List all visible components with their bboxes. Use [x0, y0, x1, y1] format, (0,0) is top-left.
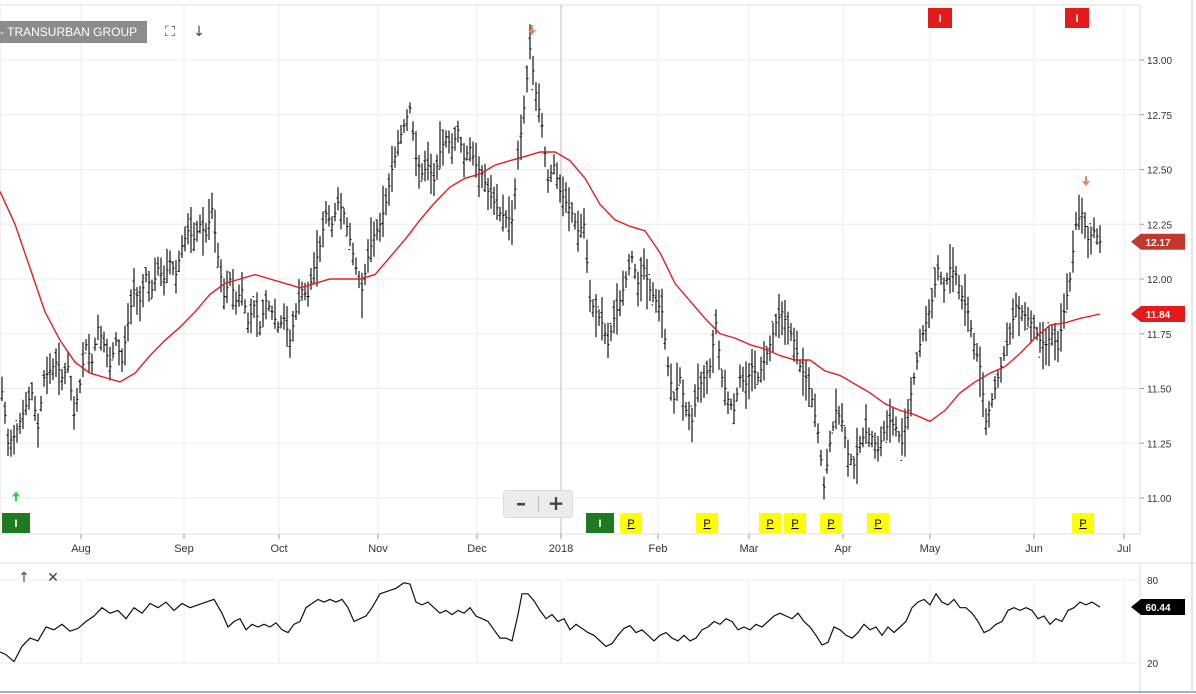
- p-signal-box: [820, 513, 842, 533]
- y-tick-label: 11.25: [1147, 439, 1172, 450]
- buy-signal-box: [2, 513, 30, 533]
- p-signal-box: [867, 513, 889, 533]
- down-arrow-icon: [528, 24, 536, 35]
- zoom-out-button[interactable]: –: [516, 491, 526, 515]
- sell-signal-label: I: [1075, 13, 1078, 25]
- p-signal-label: P: [1079, 518, 1086, 530]
- x-tick-label: 2018: [549, 543, 573, 555]
- y-tick-label: 11.75: [1147, 330, 1172, 341]
- indicator-y-tick-label: 80: [1147, 576, 1159, 587]
- up-arrow-icon: [12, 491, 20, 502]
- p-signal-label: P: [827, 518, 834, 530]
- p-signal-box: [784, 513, 806, 533]
- y-tick-label: 12.00: [1147, 275, 1172, 286]
- p-signal-label: P: [874, 518, 881, 530]
- down-arrow-icon: [1082, 176, 1090, 187]
- y-tick-label: 13.00: [1147, 56, 1172, 67]
- x-tick-label: Jul: [1117, 543, 1131, 555]
- expand-icon[interactable]: ⛶: [165, 24, 175, 40]
- current-price-tag: 12.17: [1145, 238, 1170, 249]
- sell-signal-label: I: [938, 13, 941, 25]
- x-tick-label: Mar: [740, 543, 759, 555]
- chart-title: - TRANSURBAN GROUP: [0, 21, 148, 43]
- move-up-icon[interactable]: ↑: [18, 570, 30, 586]
- arrow-down-icon[interactable]: ↓: [193, 24, 205, 40]
- close-icon[interactable]: ✕: [47, 570, 59, 586]
- buy-signal-label: I: [598, 518, 601, 530]
- oscillator-line: [0, 582, 1101, 663]
- x-tick-label: Feb: [649, 543, 668, 555]
- moving-average-tag-shape: [1131, 306, 1185, 323]
- current-price-tag-shape: [1131, 233, 1185, 250]
- x-tick-label: May: [920, 543, 941, 555]
- y-tick-label: 12.25: [1147, 220, 1172, 231]
- y-tick-label: 12.50: [1147, 166, 1172, 177]
- x-tick-label: Oct: [270, 543, 287, 555]
- buy-signal-label: I: [14, 518, 17, 530]
- sell-signal-box: [928, 8, 952, 28]
- buy-signal-box: [586, 513, 614, 533]
- y-tick-label: 11.50: [1147, 385, 1172, 396]
- x-tick-label: Nov: [368, 543, 388, 555]
- p-signal-label: P: [766, 518, 773, 530]
- x-tick-label: Jun: [1025, 543, 1043, 555]
- x-tick-label: Aug: [71, 543, 91, 555]
- p-signal-label: P: [703, 518, 710, 530]
- p-signal-box: [620, 513, 642, 533]
- zoom-control: – +: [503, 490, 573, 518]
- moving-average-line: [0, 151, 1101, 423]
- p-signal-label: P: [627, 518, 634, 530]
- y-tick-label: 11.00: [1147, 494, 1172, 505]
- y-tick-label: 12.75: [1147, 111, 1172, 122]
- moving-average-tag: 11.84: [1146, 310, 1171, 321]
- sell-signal-box: [1065, 8, 1089, 28]
- oscillator-value-tag-shape: [1131, 599, 1185, 616]
- zoom-in-button[interactable]: +: [547, 491, 565, 515]
- x-tick-label: Apr: [834, 543, 851, 555]
- p-signal-box: [1072, 513, 1094, 533]
- zoom-separator: [538, 496, 539, 512]
- x-tick-label: Dec: [467, 543, 487, 555]
- p-signal-box: [759, 513, 781, 533]
- x-tick-label: Sep: [174, 543, 194, 555]
- p-signal-box: [696, 513, 718, 533]
- indicator-y-tick-label: 20: [1147, 659, 1159, 670]
- oscillator-value-tag: 60.44: [1145, 603, 1170, 614]
- p-signal-label: P: [791, 518, 798, 530]
